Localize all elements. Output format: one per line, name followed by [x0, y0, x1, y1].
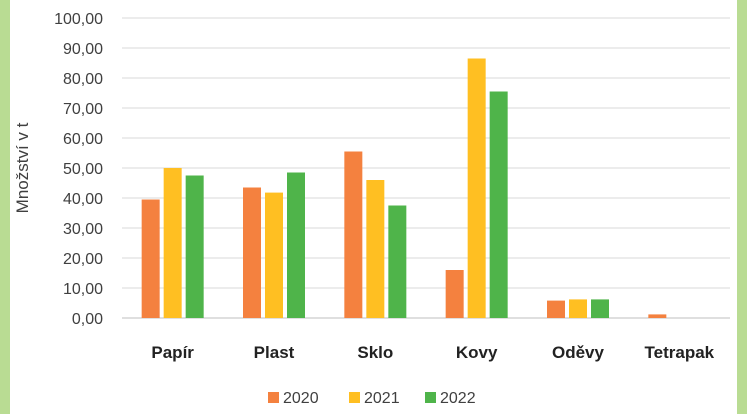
- bar-2022: [185, 175, 204, 318]
- bar-2022: [388, 205, 407, 318]
- y-tick-label: 70,00: [63, 101, 103, 118]
- bar-2020: [547, 300, 565, 318]
- y-axis-title: Množství v t: [13, 122, 32, 213]
- legend-label: 2020: [283, 390, 319, 407]
- y-tick-label: 20,00: [63, 251, 103, 268]
- y-tick-label: 30,00: [63, 221, 103, 238]
- legend-label: 2021: [364, 390, 400, 407]
- category-label: Papír: [151, 343, 194, 362]
- category-label: Tetrapak: [645, 343, 715, 362]
- y-tick-label: 40,00: [63, 191, 103, 208]
- legend-label: 2022: [440, 390, 476, 407]
- bar-2021: [467, 58, 486, 318]
- y-tick-label: 50,00: [63, 161, 103, 178]
- bar-2021: [569, 299, 587, 318]
- bar-2020: [445, 270, 464, 318]
- left-border: [0, 0, 10, 414]
- y-tick-labels: 0,00 10,00 20,00 30,00 40,00 50,00 60,00 70,00 8…: [54, 11, 103, 328]
- bar-2021: [265, 192, 283, 318]
- y-tick-label: 10,00: [63, 281, 103, 298]
- bar-2022: [489, 91, 508, 318]
- y-tick-label: 90,00: [63, 41, 103, 58]
- y-tick-label: 0,00: [72, 311, 103, 328]
- bar-2021: [366, 180, 385, 318]
- bar-2020: [648, 314, 667, 318]
- y-tick-label: 60,00: [63, 131, 103, 148]
- gridlines: [122, 17, 730, 319]
- category-label: Plast: [254, 343, 295, 362]
- legend-swatch: [268, 392, 279, 403]
- bar-2020: [141, 199, 160, 318]
- legend-swatch: [349, 392, 360, 403]
- legend: 2020 2021 2022: [268, 390, 476, 407]
- bars: [141, 58, 667, 318]
- category-labels: Papír Plast Sklo Kovy Oděvy Tetrapak: [151, 343, 714, 362]
- bar-2022: [287, 172, 305, 318]
- bar-2020: [344, 151, 363, 318]
- bar-2022: [591, 299, 609, 318]
- bar-2021: [163, 168, 182, 318]
- y-tick-label: 100,00: [54, 11, 103, 28]
- category-label: Oděvy: [552, 343, 605, 362]
- bar-2020: [243, 187, 261, 318]
- right-border: [737, 0, 747, 414]
- legend-swatch: [425, 392, 436, 403]
- y-tick-label: 80,00: [63, 71, 103, 88]
- category-label: Sklo: [357, 343, 393, 362]
- category-label: Kovy: [456, 343, 498, 362]
